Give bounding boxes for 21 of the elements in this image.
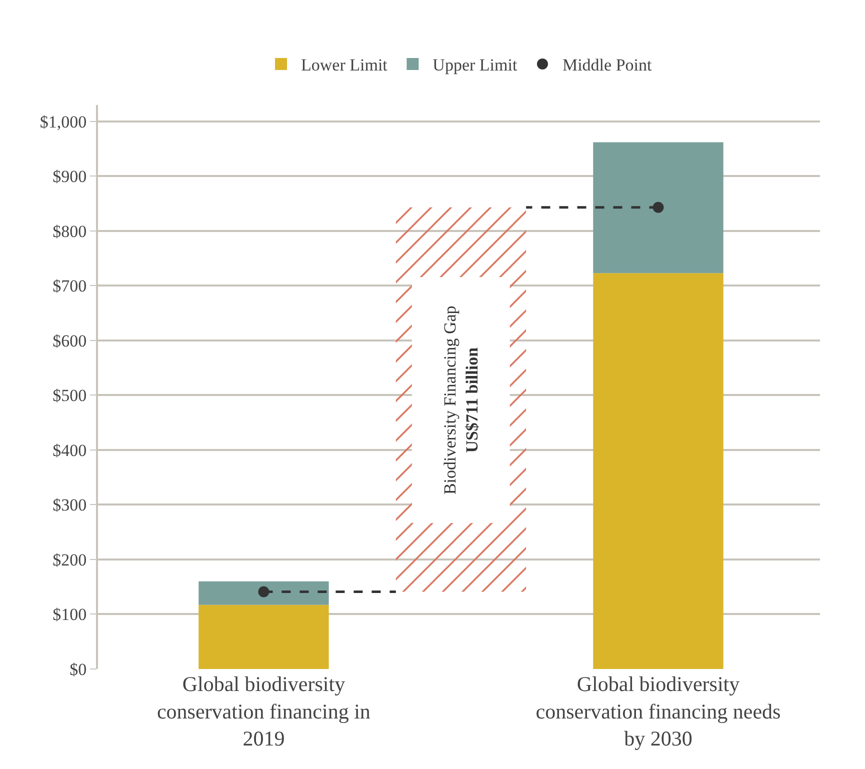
y-tick-label: $500 — [52, 386, 87, 406]
y-tick-label: $600 — [52, 331, 87, 350]
y-tick-label: $0 — [70, 660, 87, 679]
bar — [593, 142, 724, 274]
y-tick-label: $400 — [52, 440, 87, 460]
y-tick-label: $900 — [52, 167, 87, 186]
y-tick-label: $800 — [52, 222, 87, 241]
legend-label: Upper Limit — [432, 56, 518, 75]
legend-label: Lower Limit — [301, 56, 388, 75]
bar — [198, 604, 329, 669]
y-tick-label: $1,000 — [40, 112, 87, 132]
bar — [593, 273, 724, 669]
y-tick-label: $700 — [52, 276, 87, 296]
x-tick-label: Global biodiversity conservation financing needs by 2030 — [536, 672, 781, 751]
y-tick-label: $100 — [52, 605, 87, 624]
bar — [198, 581, 329, 605]
band-label: Biodiversity Financing Gap US$711 billion — [440, 306, 482, 495]
y-tick-label: $200 — [52, 550, 87, 570]
x-tick-label: Global biodiversity conservation financing in 2019 — [156, 672, 371, 751]
y-tick-label: $300 — [52, 496, 87, 515]
legend-label: Middle Point — [562, 56, 652, 75]
